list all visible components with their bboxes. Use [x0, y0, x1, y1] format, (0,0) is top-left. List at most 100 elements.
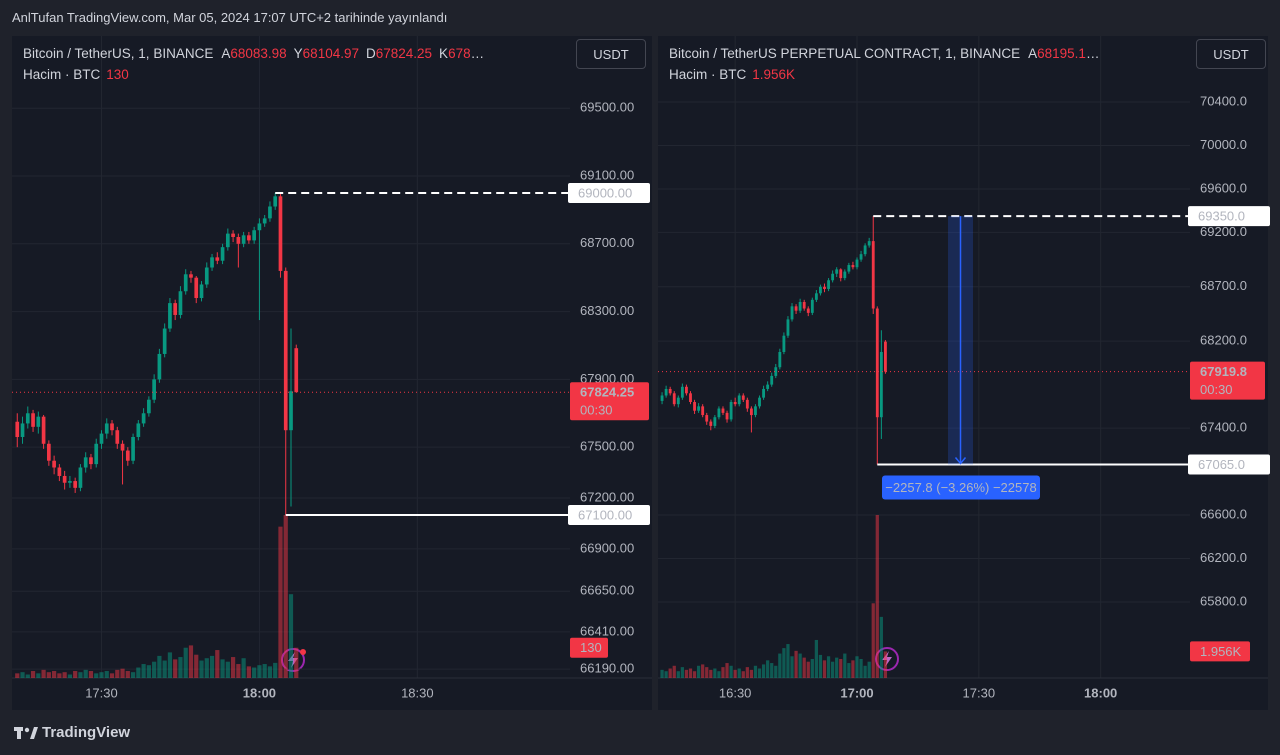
volume-bar	[883, 651, 888, 678]
candle-body	[141, 413, 146, 424]
volume-bar	[41, 669, 46, 678]
volume-bar	[766, 660, 770, 678]
y-tick-label: 66600.0	[1200, 506, 1247, 521]
candle-body	[823, 286, 826, 289]
candle-body	[794, 306, 798, 311]
candle-body	[41, 416, 46, 444]
volume-bar	[188, 645, 194, 678]
countdown-label: 00:30	[1200, 382, 1233, 397]
candle-body	[855, 259, 859, 268]
candle-body	[215, 257, 220, 261]
volume-bar	[680, 667, 684, 678]
volume-bar	[818, 654, 823, 678]
volume-bar	[278, 526, 283, 678]
y-tick-label: 66410.00	[580, 623, 634, 638]
candle-body	[851, 265, 855, 268]
candle-body	[733, 402, 737, 405]
volume-bar	[67, 674, 73, 678]
candle-body	[262, 218, 267, 224]
volume-bar	[83, 669, 88, 678]
x-tick-label: 18:30	[401, 685, 434, 700]
volume-bar	[109, 673, 115, 678]
volume-bar	[660, 669, 664, 678]
candle-body	[225, 233, 230, 248]
candle-body	[729, 402, 733, 420]
volume-bar	[839, 658, 843, 678]
candle-body	[798, 301, 802, 311]
candle-body	[294, 348, 299, 393]
y-tick-label: 68300.00	[580, 303, 634, 318]
candle-body	[847, 265, 851, 272]
candle-body	[835, 269, 839, 274]
volume-bar	[120, 668, 125, 678]
currency-button[interactable]: USDT	[576, 39, 646, 69]
y-tick-label: 66900.00	[580, 540, 634, 555]
volume-bar	[136, 667, 141, 678]
volume-bar	[814, 639, 819, 678]
price-label: 69000.00	[578, 185, 632, 200]
x-tick-label: 17:30	[963, 685, 996, 700]
volume-bar	[709, 669, 713, 678]
volume-bar	[692, 671, 697, 678]
volume-bar	[88, 671, 94, 678]
volume-bar	[855, 656, 859, 678]
price-label: 67065.0	[1198, 457, 1245, 472]
volume-bar	[25, 674, 30, 678]
candle-body	[843, 271, 847, 279]
currency-button[interactable]: USDT	[1196, 39, 1266, 69]
y-tick-label: 67500.00	[580, 439, 634, 454]
y-tick-label: 69100.00	[580, 167, 634, 182]
candle-body	[110, 423, 114, 431]
candle-body	[762, 388, 766, 398]
candle-body	[247, 235, 251, 241]
volume-bar	[52, 671, 57, 678]
volume-bar	[73, 671, 78, 678]
candle-body	[839, 269, 843, 279]
volume-bar	[696, 665, 701, 678]
measure-label: −2257.8 (−3.26%) −22578	[885, 480, 1036, 495]
measure-label-box	[882, 475, 1040, 500]
volume-bar	[220, 659, 225, 678]
candle-body	[737, 395, 741, 405]
volume-bar	[879, 616, 883, 678]
volume-bar	[125, 671, 130, 678]
candle-body	[268, 206, 272, 219]
price-label: 69350.0	[1198, 209, 1245, 224]
volume-bar	[733, 669, 737, 678]
volume-bar	[794, 650, 798, 678]
volume-value: 130	[106, 67, 129, 82]
candle-body	[701, 406, 705, 416]
volume-bar	[167, 652, 173, 678]
volume-bar	[713, 668, 717, 678]
volume-bar	[717, 671, 721, 678]
ohlc-letter: D	[365, 46, 376, 61]
volume-bar	[194, 654, 199, 678]
candle-body	[717, 408, 721, 418]
candle-body	[115, 430, 120, 444]
volume-bar	[225, 661, 230, 678]
volume-bar	[701, 664, 705, 678]
y-tick-label: 70000.0	[1200, 137, 1247, 152]
panel	[658, 36, 1268, 710]
candle-body	[131, 436, 135, 461]
volume-bar	[104, 671, 109, 678]
volume-bar	[36, 673, 41, 678]
candle-body	[157, 353, 162, 380]
y-tick-label: 69600.0	[1200, 180, 1247, 195]
candle-body	[871, 241, 875, 309]
candle-body	[774, 367, 778, 376]
candle-body	[782, 335, 786, 352]
candle-body	[741, 395, 745, 400]
volume-bar	[230, 657, 236, 678]
candle-body	[766, 384, 770, 389]
volume-bar	[774, 665, 778, 678]
candle-body	[790, 306, 794, 320]
volume-bar	[672, 665, 676, 678]
volume-bar	[141, 664, 146, 678]
volume-bar	[875, 515, 879, 678]
candle-body	[94, 443, 99, 465]
y-tick-label: 68200.0	[1200, 333, 1247, 348]
volume-bar	[688, 668, 693, 678]
volume-bar	[676, 671, 680, 678]
candle-body	[25, 413, 30, 424]
